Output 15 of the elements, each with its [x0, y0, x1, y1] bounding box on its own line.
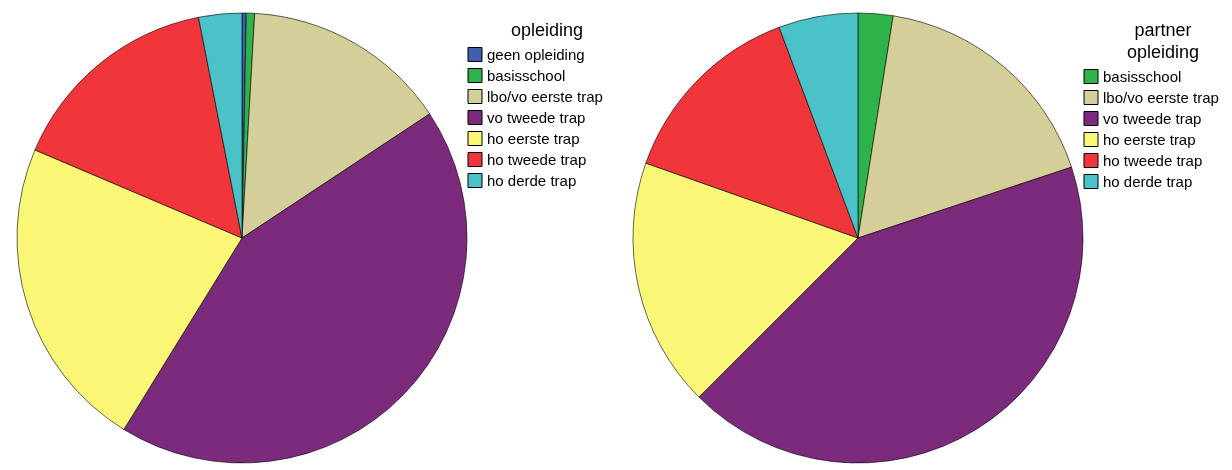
legend-label: basisschool	[1103, 68, 1182, 85]
legend-title: partner opleiding	[1126, 20, 1200, 62]
legend-label: geen opleiding	[487, 46, 585, 63]
legend-label: basisschool	[487, 67, 566, 84]
legend-title: opleiding	[510, 20, 584, 40]
legend-label: lbo/vo eerste trap	[487, 88, 603, 105]
legend-label: ho eerste trap	[487, 130, 580, 147]
legend-label: vo tweede trap	[1103, 110, 1202, 127]
legend-label: vo tweede trap	[487, 109, 586, 126]
legend-label: ho tweede trap	[1103, 152, 1203, 169]
legend-label: ho tweede trap	[487, 151, 587, 168]
legend-label: lbo/vo eerste trap	[1103, 89, 1219, 106]
legend-label: ho derde trap	[487, 172, 577, 189]
legend-label: ho derde trap	[1103, 173, 1193, 190]
legend-label: ho eerste trap	[1103, 131, 1196, 148]
